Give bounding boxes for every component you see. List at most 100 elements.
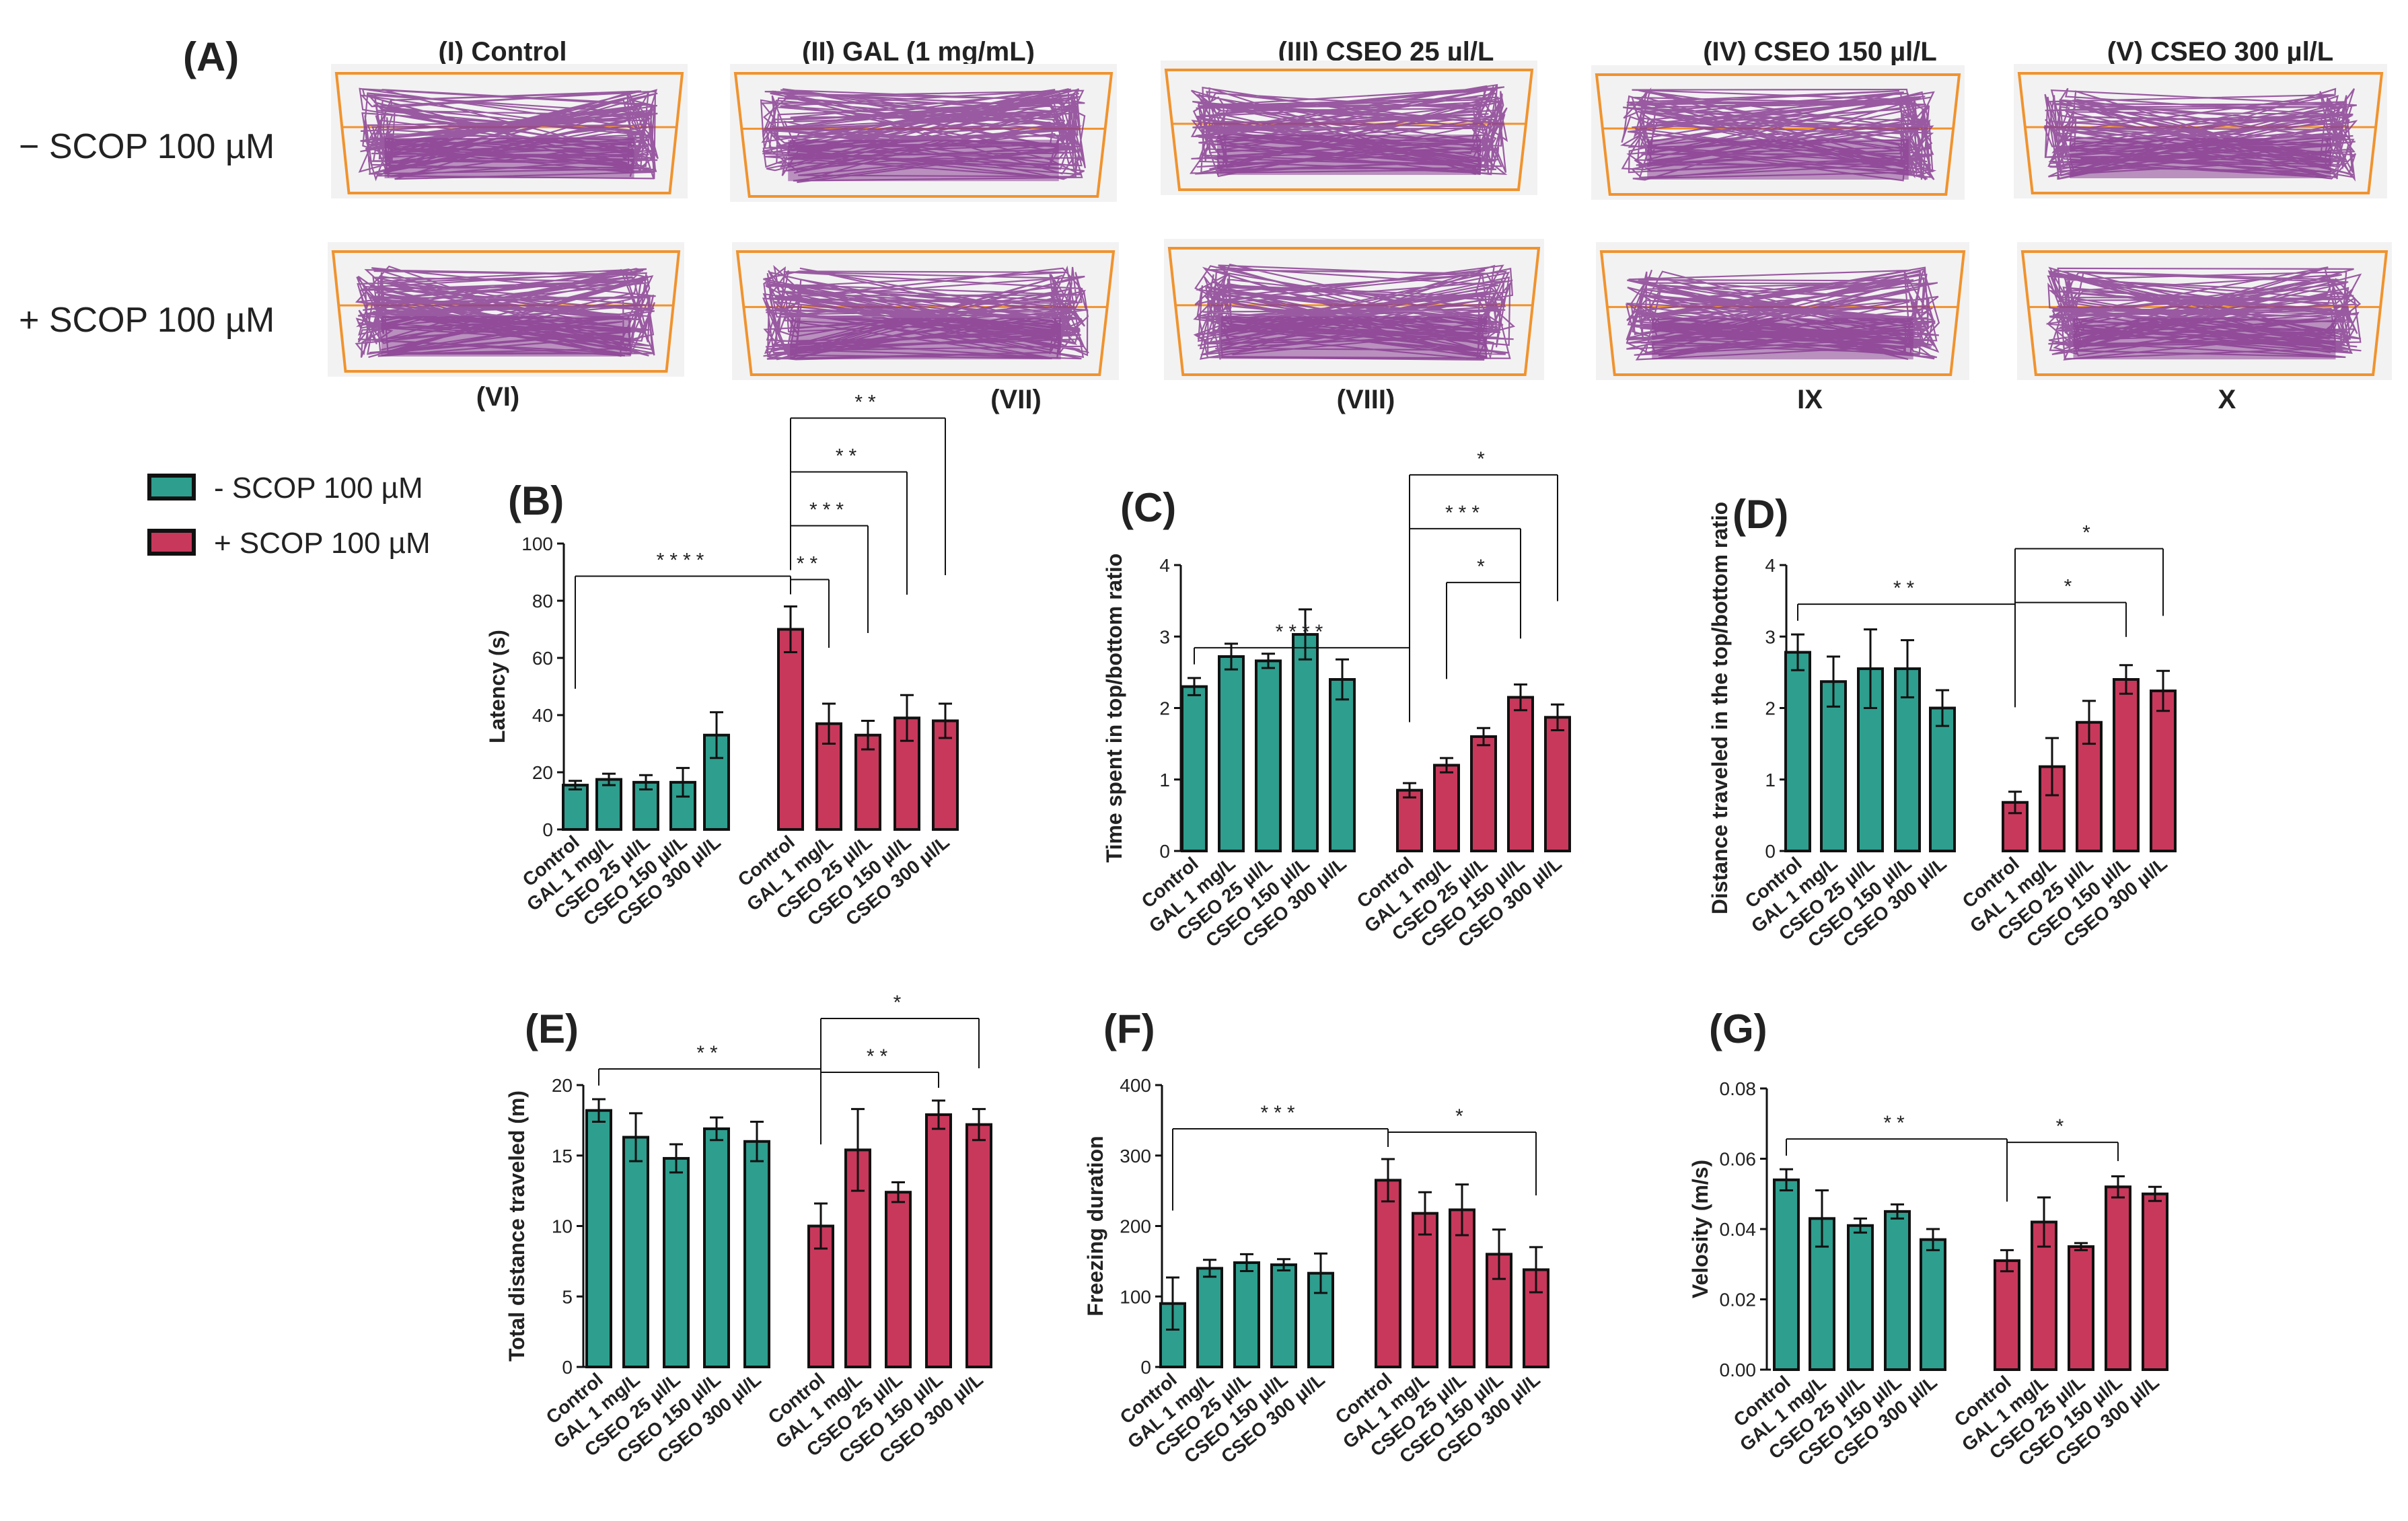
bottom-label-10: X [2218, 385, 2236, 414]
bar [1507, 696, 1534, 852]
significance-stars: ** [836, 445, 862, 468]
bar [1884, 1210, 1911, 1371]
y-tick-label: 0.06 [1720, 1149, 1757, 1170]
significance-stars: ** [854, 392, 881, 414]
track-image-8 [1164, 239, 1544, 380]
column-title-1: (I) Control [438, 37, 567, 67]
y-tick-label: 60 [532, 648, 553, 669]
bar [1433, 764, 1460, 852]
legend-swatch-minus [147, 474, 196, 500]
y-tick-label: 300 [1120, 1146, 1151, 1166]
y-axis-label: Freezing duration [1083, 1136, 1107, 1316]
bar [1218, 655, 1245, 852]
bar [1375, 1179, 1401, 1368]
bar [1894, 667, 1921, 852]
bottom-label-6: (VI) [476, 382, 519, 412]
track-image-3 [1161, 61, 1537, 195]
bar [965, 1123, 992, 1369]
y-tick-label: 0 [542, 819, 553, 840]
y-axis-label: Distance traveled in the top/bottom rati… [1708, 502, 1732, 914]
bottom-label-7: (VII) [990, 385, 1042, 414]
tank-outline [1164, 69, 1534, 191]
dense-swim-area [384, 138, 634, 178]
bar [925, 1113, 952, 1368]
significance-stars: ** [1883, 1112, 1909, 1134]
y-tick-label: 2 [1159, 698, 1170, 719]
bar [2113, 678, 2140, 852]
significance-stars: * [2056, 1115, 2070, 1138]
tank-outline [331, 250, 681, 373]
bar [2150, 690, 2177, 852]
dense-swim-area [1652, 318, 1913, 360]
dense-swim-area [2070, 138, 2331, 178]
significance-stars: ** [797, 553, 823, 575]
y-tick-label: 0 [1159, 841, 1170, 862]
dense-swim-area [381, 316, 631, 357]
dense-swim-area [1647, 139, 1909, 180]
legend-swatch-plus [147, 529, 196, 556]
bar [1292, 633, 1319, 852]
y-tick-label: 100 [1120, 1286, 1151, 1307]
y-tick-label: 15 [552, 1146, 573, 1166]
panel-letter: (D) [1732, 492, 1788, 537]
y-axis-label: Total distance traveled (m) [505, 1090, 529, 1362]
track-image-4 [1591, 65, 1965, 200]
legend-label-minus: - SCOP 100 µM [214, 472, 423, 505]
swim-path [1626, 266, 1940, 361]
bar [1270, 1263, 1297, 1369]
panel-a-letter: (A) [183, 34, 239, 79]
panel-letter: (F) [1103, 1006, 1155, 1051]
y-tick-label: 100 [521, 533, 553, 554]
y-tick-label: 20 [552, 1075, 573, 1096]
significance-stars: * [893, 992, 907, 1014]
dense-swim-area [1220, 316, 1488, 359]
y-tick-label: 0.04 [1720, 1219, 1757, 1240]
track-image-7 [732, 242, 1119, 380]
swim-path [1619, 87, 1937, 182]
significance-stars: * [1455, 1105, 1469, 1127]
significance-stars: * [2082, 522, 2096, 544]
y-tick-label: 400 [1120, 1075, 1151, 1096]
y-tick-label: 0.08 [1720, 1078, 1757, 1099]
y-tick-label: 2 [1765, 698, 1776, 719]
column-title-4: (IV) CSEO 150 µl/L [1703, 37, 1937, 67]
legend: - SCOP 100 µM + SCOP 100 µM [147, 472, 431, 560]
significance-stars: * [1477, 556, 1490, 578]
y-tick-label: 4 [1765, 555, 1776, 576]
bar [703, 1127, 730, 1368]
track-image-1 [331, 64, 688, 198]
y-tick-label: 4 [1159, 555, 1170, 576]
y-tick-label: 0 [1765, 841, 1776, 862]
column-title-5: (V) CSEO 300 µl/L [2107, 37, 2333, 67]
bar [1847, 1224, 1874, 1372]
y-tick-label: 5 [562, 1286, 573, 1307]
bar [777, 628, 804, 831]
y-tick-label: 0 [562, 1357, 573, 1378]
bar [854, 733, 881, 831]
bar [1396, 788, 1423, 852]
tank-outline [1167, 247, 1541, 376]
bar [1544, 716, 1571, 852]
y-tick-label: 0.02 [1720, 1290, 1757, 1310]
bar [1255, 659, 1282, 852]
y-tick-label: 200 [1120, 1216, 1151, 1237]
y-tick-label: 10 [552, 1216, 573, 1237]
swim-path [762, 264, 1090, 361]
bar [1773, 1178, 1800, 1371]
significance-stars: ** [867, 1045, 893, 1068]
y-tick-label: 3 [1765, 626, 1776, 647]
row-label-plus-scop: + SCOP 100 µM [19, 301, 275, 340]
tank-outline [2017, 72, 2384, 194]
bar [1196, 1267, 1223, 1368]
panel-letter: (B) [508, 478, 564, 523]
row-label-minus-scop: − SCOP 100 µM [19, 127, 275, 166]
track-image-9 [1596, 242, 1969, 380]
bottom-label-9: IX [1797, 385, 1823, 414]
significance-stars: ** [1893, 577, 1920, 599]
significance-stars: **** [1276, 621, 1329, 643]
significance-stars: **** [657, 550, 710, 572]
